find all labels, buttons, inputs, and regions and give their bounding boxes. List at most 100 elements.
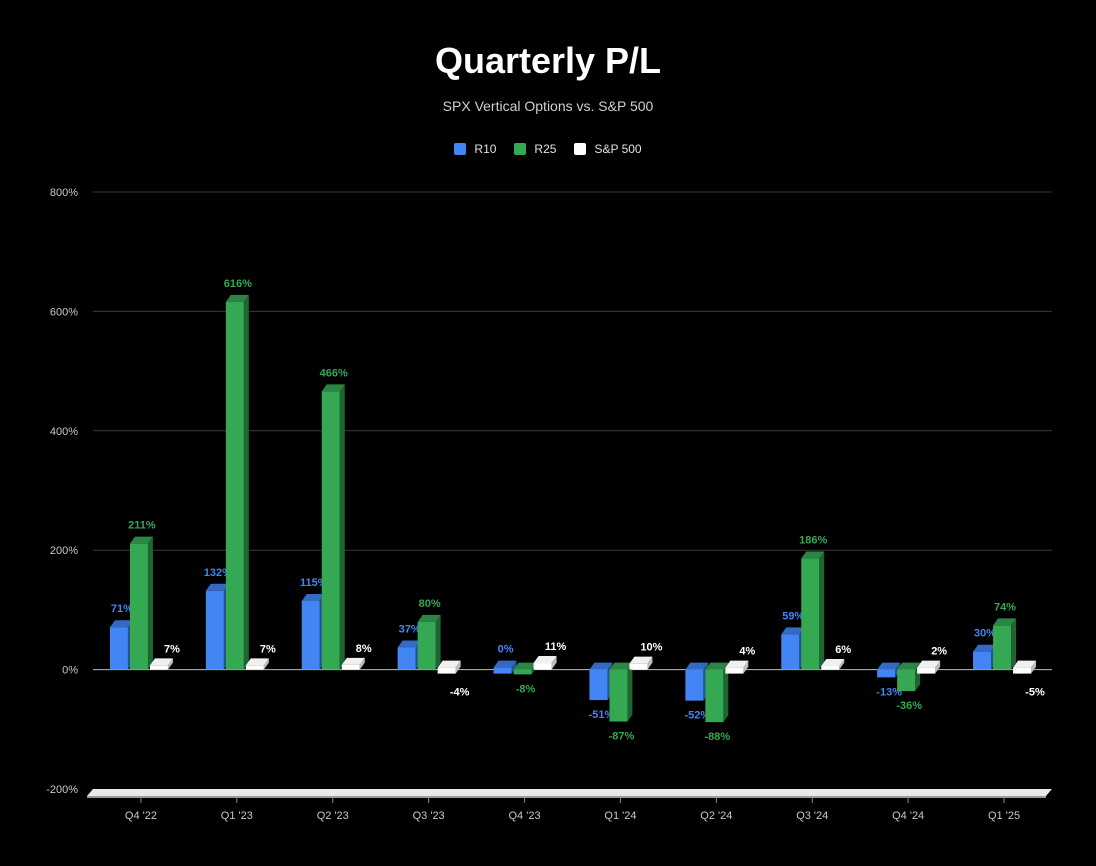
bar-top <box>321 384 345 392</box>
bar-side <box>935 660 941 674</box>
bar-r25 <box>705 669 724 723</box>
bar-top <box>897 662 921 670</box>
x-tick-label: Q1 '25 <box>988 810 1020 822</box>
legend-label: R10 <box>474 142 497 156</box>
data-label: 466% <box>320 367 348 379</box>
legend-item-s-p-500[interactable]: S&P 500 <box>574 142 642 156</box>
bar-top <box>609 662 633 670</box>
bar-top <box>245 658 269 666</box>
bar-side <box>455 660 461 674</box>
bar-top <box>725 660 749 668</box>
data-label: 7% <box>164 643 180 655</box>
data-label: 7% <box>260 643 276 655</box>
bar-r10 <box>781 634 800 670</box>
data-label: -13% <box>876 686 902 698</box>
x-tick-label: Q4 '24 <box>892 810 924 822</box>
data-label: 4% <box>739 646 755 658</box>
bar-side <box>263 658 269 670</box>
bar-s-p-500 <box>245 665 264 670</box>
bar-r10 <box>877 669 896 678</box>
y-tick-label: 400% <box>50 426 78 438</box>
bar-r25 <box>801 558 820 670</box>
chart-floor <box>87 789 1052 796</box>
bar-s-p-500 <box>1013 667 1032 674</box>
data-label: 80% <box>419 598 441 610</box>
data-label: 74% <box>994 601 1016 613</box>
data-label: -36% <box>896 700 922 712</box>
bar-r10 <box>685 669 704 701</box>
legend-swatch <box>514 143 527 155</box>
bar-side <box>339 384 345 670</box>
bar-side <box>167 658 173 670</box>
data-label: 11% <box>545 641 567 653</box>
data-label: -4% <box>450 687 470 699</box>
data-label: -88% <box>705 731 731 743</box>
data-label: 10% <box>640 642 662 654</box>
legend-item-r25[interactable]: R25 <box>514 142 556 156</box>
bar-side <box>147 536 153 670</box>
bar-top <box>513 662 537 670</box>
chart-title: Quarterly P/L <box>434 40 662 81</box>
bar-top <box>801 551 825 559</box>
bar-r10 <box>205 590 224 670</box>
x-tick-label: Q1 '24 <box>604 810 636 822</box>
bar-s-p-500 <box>533 663 552 670</box>
bar-s-p-500 <box>437 667 456 674</box>
data-label: -87% <box>609 731 635 743</box>
bar-r25 <box>417 621 436 670</box>
chart-legend: R10 R25 S&P 500 <box>0 142 1096 156</box>
bar-s-p-500 <box>917 667 936 674</box>
legend-label: S&P 500 <box>594 142 642 156</box>
data-label: -5% <box>1025 687 1045 699</box>
bar-r10 <box>493 667 512 674</box>
bar-r10 <box>109 627 128 670</box>
bar-top <box>437 660 461 668</box>
bar-r25 <box>225 301 244 670</box>
data-label: -52% <box>685 710 711 722</box>
bar-side <box>1011 618 1017 670</box>
bar-top <box>417 614 441 622</box>
data-label: 115% <box>300 577 328 589</box>
bar-side <box>1031 660 1037 674</box>
data-label: 2% <box>931 646 947 658</box>
bar-top <box>149 658 173 666</box>
y-tick-label: 0% <box>62 665 78 677</box>
data-label: -51% <box>589 709 615 721</box>
y-tick-label: 800% <box>50 187 78 199</box>
chart-subtitle: SPX Vertical Options vs. S&P 500 <box>442 98 654 114</box>
legend-swatch <box>574 143 587 155</box>
bar-top <box>301 593 325 601</box>
bar-r25 <box>513 669 532 675</box>
x-tick-label: Q4 '22 <box>125 810 157 822</box>
bar-top <box>225 294 249 302</box>
bar-side <box>723 662 729 723</box>
x-tick-label: Q2 '24 <box>700 810 732 822</box>
bar-r10 <box>589 669 608 701</box>
bar-top <box>917 660 941 668</box>
y-tick-label: -200% <box>46 784 78 796</box>
bar-s-p-500 <box>821 666 840 670</box>
bar-r25 <box>993 625 1012 670</box>
bar-top <box>877 662 901 670</box>
data-label: 132% <box>204 567 232 579</box>
chart-floor-edge <box>87 796 1046 798</box>
legend-item-r10[interactable]: R10 <box>454 142 496 156</box>
bar-side <box>435 614 441 670</box>
bar-top <box>589 662 613 670</box>
bar-side <box>819 551 825 670</box>
x-tick-label: Q3 '23 <box>413 810 445 822</box>
bar-s-p-500 <box>725 667 744 674</box>
bar-r10 <box>397 647 416 670</box>
bar-top <box>993 618 1017 626</box>
bar-top <box>205 583 229 591</box>
bar-r25 <box>609 669 628 722</box>
bar-side <box>243 294 249 670</box>
bar-top <box>109 620 133 628</box>
bar-top <box>533 656 557 664</box>
bar-side <box>551 656 557 670</box>
data-label: 71% <box>111 603 133 615</box>
bar-r25 <box>897 669 916 692</box>
bar-top <box>973 644 997 652</box>
data-label: 0% <box>498 644 514 656</box>
